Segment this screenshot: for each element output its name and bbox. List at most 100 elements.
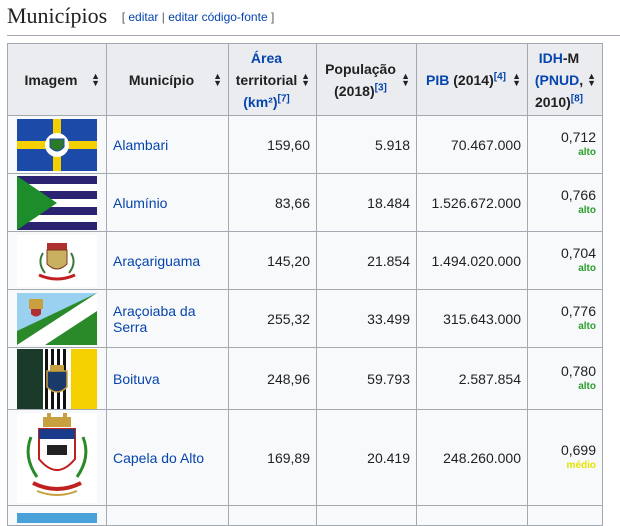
municipio-link[interactable]: Boituva: [113, 370, 160, 387]
image-cell: [7, 173, 107, 232]
area-cell: [228, 505, 317, 526]
edit-section-links: [ editar | editar código-fonte ]: [122, 10, 275, 24]
idh-ref[interactable]: [8]: [570, 92, 584, 104]
pib-link[interactable]: PIB: [426, 71, 450, 88]
populacao-cell: 5.918: [316, 115, 417, 174]
header-area[interactable]: Área territorial (km²)[7] ▲ ▼: [228, 43, 317, 116]
area-cell: 169,89: [228, 409, 317, 506]
area-unit-link[interactable]: (km²): [243, 93, 278, 110]
idh-level: médio: [566, 459, 596, 471]
pib-cell: [416, 505, 528, 526]
populacao-cell: 21.854: [316, 231, 417, 290]
area-rest-label: territorial: [235, 71, 298, 88]
municipio-link[interactable]: Alumínio: [113, 194, 168, 211]
municipio-cell: Alumínio: [106, 173, 229, 232]
header-populacao[interactable]: População (2018)[3] ▲ ▼: [316, 43, 417, 116]
table-row: Capela do Alto 169,89 20.419 248.260.000…: [7, 409, 603, 506]
table-row: Alambari 159,60 5.918 70.467.000 0,712 a…: [7, 115, 603, 174]
image-cell: [7, 505, 107, 526]
municipio-link[interactable]: Araçoiaba da Serra: [113, 302, 196, 335]
header-municipio-label: Município: [128, 71, 195, 88]
idh-level: alto: [578, 262, 596, 274]
idh-value: 0,704: [560, 244, 596, 261]
idh-level: alto: [578, 204, 596, 216]
pib-cell: 2.587.854: [416, 347, 528, 410]
idh-value: 0,766: [560, 186, 596, 203]
table-row: Araçoiaba da Serra 255,32 33.499 315.643…: [7, 289, 603, 348]
idh-cell: 0,704 alto: [527, 231, 603, 290]
idh-level: alto: [578, 146, 596, 158]
populacao-ref[interactable]: [3]: [374, 81, 387, 93]
edit-bracket-close: ]: [270, 10, 275, 24]
table-row: Araçariguama 145,20 21.854 1.494.020.000…: [7, 231, 603, 290]
populacao-cell: 33.499: [316, 289, 417, 348]
area-cell: 83,66: [228, 173, 317, 232]
municipio-link[interactable]: Araçariguama: [113, 252, 201, 269]
edit-source-link[interactable]: editar código-fonte: [168, 10, 268, 24]
municipio-cell: Araçoiaba da Serra: [106, 289, 229, 348]
pib-cell: 1.494.020.000: [416, 231, 528, 290]
table-row: Boituva 248,96 59.793 2.587.854 0,780 al…: [7, 347, 603, 410]
idh-value: 0,699: [560, 441, 596, 458]
area-ref[interactable]: [7]: [277, 92, 290, 104]
municipio-cell: Capela do Alto: [106, 409, 229, 506]
municipio-cell: Araçariguama: [106, 231, 229, 290]
aracoiaba-flag-icon[interactable]: [17, 292, 97, 345]
pib-year: (2014): [453, 71, 494, 88]
idh-value: 0,712: [560, 128, 596, 145]
populacao-label: População: [325, 60, 396, 77]
edit-bracket-open: [: [121, 10, 126, 24]
header-row: Imagem ▲ ▼ Município ▲ ▼ Área territorial …: [7, 43, 603, 116]
pib-cell: 315.643.000: [416, 289, 528, 348]
pnud-link[interactable]: (PNUD: [534, 71, 580, 88]
table-row: Alumínio 83,66 18.484 1.526.672.000 0,76…: [7, 173, 603, 232]
municipio-link[interactable]: Alambari: [113, 136, 169, 153]
idh-cell: 0,776 alto: [527, 289, 603, 348]
sort-icon: ▲ ▼: [301, 70, 310, 88]
flag-partial-icon: [17, 512, 97, 523]
area-cell: 248,96: [228, 347, 317, 410]
boituva-flag-icon[interactable]: [17, 348, 97, 409]
table-row: [7, 505, 603, 526]
aracariguama-coat-icon[interactable]: [17, 234, 97, 287]
municipio-cell: Alambari: [106, 115, 229, 174]
image-cell: [7, 347, 107, 410]
idh-cell: 0,780 alto: [527, 347, 603, 410]
idh-cell: 0,699 médio: [527, 409, 603, 506]
municipio-cell: Boituva: [106, 347, 229, 410]
populacao-cell: 18.484: [316, 173, 417, 232]
sort-icon: ▲ ▼: [512, 70, 521, 88]
header-municipio[interactable]: Município ▲ ▼: [106, 43, 229, 116]
capela-coat-icon[interactable]: [17, 412, 97, 503]
sort-icon: ▲ ▼: [213, 70, 222, 88]
edit-link[interactable]: editar: [128, 10, 159, 24]
area-link[interactable]: Área: [250, 49, 283, 66]
pib-cell: 1.526.672.000: [416, 173, 528, 232]
edit-separator: |: [161, 10, 165, 24]
idh-cell: 0,766 alto: [527, 173, 603, 232]
idh-level: alto: [578, 320, 596, 332]
populacao-cell: 59.793: [316, 347, 417, 410]
alambari-flag-icon[interactable]: [17, 118, 97, 171]
section-heading: Municípios [ editar | editar código-font…: [7, 3, 620, 36]
populacao-cell: 20.419: [316, 409, 417, 506]
populacao-year: (2018): [334, 82, 375, 99]
municipio-link[interactable]: Capela do Alto: [113, 449, 205, 466]
area-cell: 159,60: [228, 115, 317, 174]
header-idh[interactable]: IDH-M (PNUD, 2010)[8] ▲ ▼: [527, 43, 603, 116]
municipio-cell: [106, 505, 229, 526]
image-cell: [7, 231, 107, 290]
aluminio-flag-icon[interactable]: [17, 175, 97, 230]
image-cell: [7, 409, 107, 506]
idh-value: 0,776: [560, 302, 596, 319]
sort-icon: ▲ ▼: [91, 70, 100, 88]
idh-link[interactable]: IDH: [538, 49, 563, 66]
pib-ref[interactable]: [4]: [493, 70, 506, 82]
idh-cell: [527, 505, 603, 526]
header-imagem[interactable]: Imagem ▲ ▼: [7, 43, 107, 116]
header-imagem-label: Imagem: [24, 71, 78, 88]
populacao-cell: [316, 505, 417, 526]
idh-year: , 2010): [534, 71, 584, 110]
header-pib[interactable]: PIB (2014)[4] ▲ ▼: [416, 43, 528, 116]
image-cell: [7, 289, 107, 348]
